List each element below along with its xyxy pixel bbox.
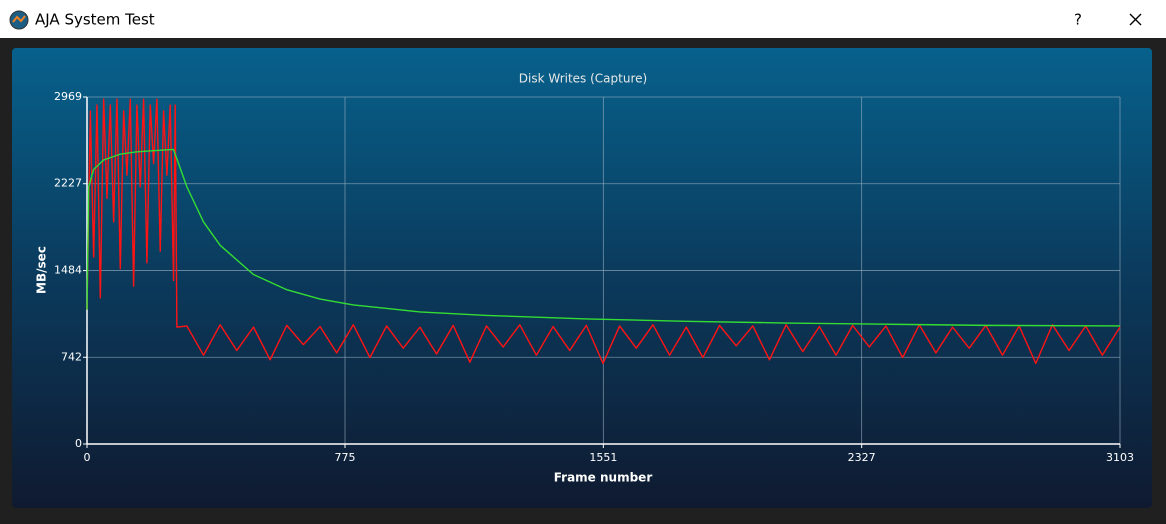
x-tick-label: 2327 xyxy=(848,451,876,464)
x-tick-label: 0 xyxy=(84,451,91,464)
y-tick-label: 2227 xyxy=(54,177,82,190)
series-line xyxy=(86,98,1121,365)
series-line xyxy=(86,148,1121,327)
y-tick-label: 742 xyxy=(61,350,82,363)
x-axis-label: Frame number xyxy=(554,471,653,485)
x-tick-label: 3103 xyxy=(1106,451,1134,464)
help-button[interactable]: ? xyxy=(1074,11,1082,29)
window-title: AJA System Test xyxy=(35,11,155,29)
chart-title: Disk Writes (Capture) xyxy=(519,72,647,86)
close-button[interactable] xyxy=(1129,13,1142,26)
y-tick-label: 2969 xyxy=(54,90,82,103)
y-tick-label: 0 xyxy=(75,437,82,450)
x-tick-label: 1551 xyxy=(589,451,617,464)
app-icon-glyph xyxy=(12,15,26,23)
title-bar xyxy=(0,0,1166,38)
y-axis-label: MB/sec xyxy=(35,246,49,294)
chart-panel xyxy=(12,48,1152,508)
y-tick-label: 1484 xyxy=(54,264,82,277)
x-tick-label: 775 xyxy=(335,451,356,464)
